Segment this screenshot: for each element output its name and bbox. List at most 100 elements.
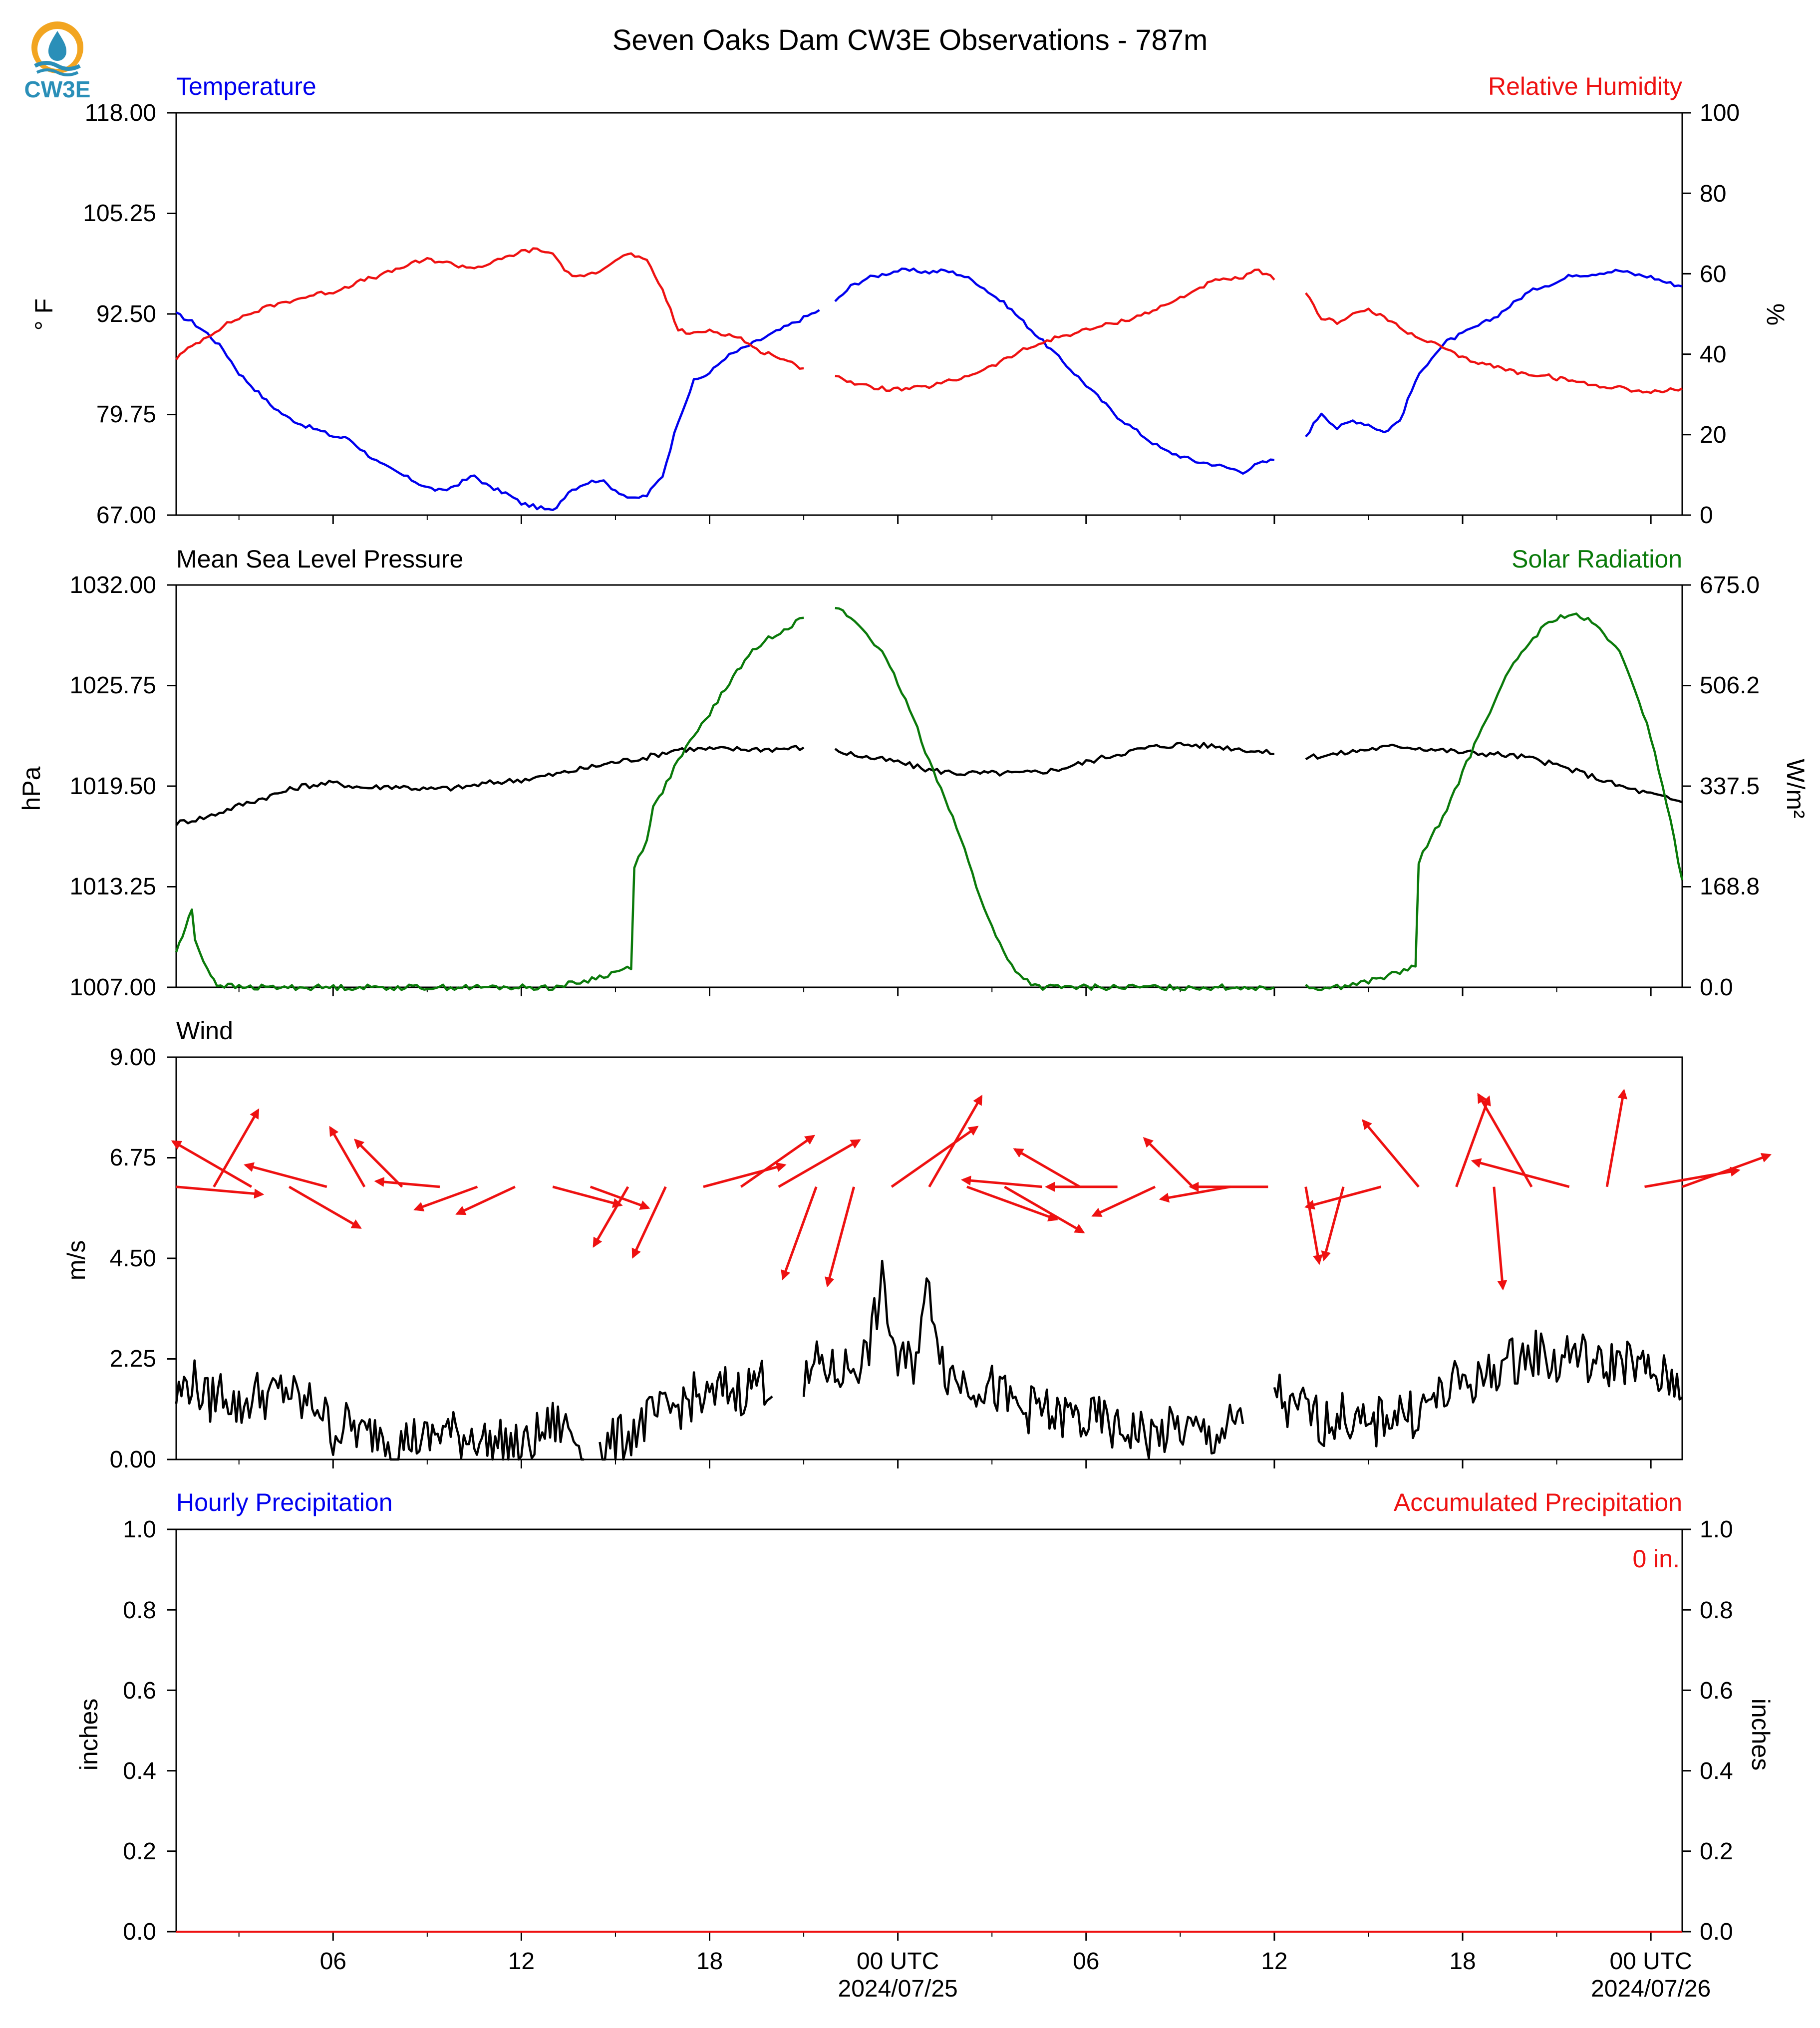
y-axis-title-humidity: % (1762, 303, 1790, 325)
wind-arrow (631, 1186, 667, 1259)
plot-frame (175, 1056, 1683, 1460)
wind-arrow (1471, 1158, 1570, 1188)
tick-label: 0.0 (1700, 1919, 1733, 1945)
accumulated-total-label: 0 in. (1632, 1545, 1680, 1573)
tick-label: 6.75 (110, 1145, 156, 1171)
chart-title: Seven Oaks Dam CW3E Observations - 787m (612, 24, 1208, 56)
panel-wind: Wind m/s 9.00 6.75 4.50 2.25 0.00 (62, 1017, 233, 1473)
tick-label: 40 (1700, 341, 1726, 368)
wind-arrow (1362, 1119, 1420, 1188)
y-axis-title-wind: m/s (62, 1240, 90, 1281)
series-line-wind (1273, 1329, 1683, 1448)
left-tick-labels: 1.0 0.8 0.6 0.4 0.2 0.0 (123, 1516, 156, 1945)
plot-frame (175, 1528, 1683, 1933)
tick-label: 0.2 (1700, 1838, 1733, 1865)
plot-area-wind (167, 1056, 1772, 1468)
series-line-mean-sea-level-pressure (175, 745, 805, 826)
wind-arrow (1304, 1185, 1382, 1210)
tick-label: 337.5 (1700, 773, 1760, 800)
tick-label: 0.4 (1700, 1758, 1733, 1784)
wind-arrow (1091, 1185, 1156, 1217)
panel-title-temperature: Temperature (176, 72, 316, 100)
wind-arrow (244, 1162, 327, 1188)
logo-text: CW3E (24, 76, 91, 102)
panel-title-wind: Wind (176, 1017, 233, 1045)
tick-label: 92.50 (96, 301, 156, 327)
wind-arrow (176, 1185, 265, 1199)
series-line-relative-humidity (835, 268, 1275, 392)
plot-area-pressure_solar (167, 584, 1691, 996)
wind-arrow (1605, 1089, 1628, 1187)
tick-label: 0.6 (123, 1678, 156, 1704)
tick-label: 79.75 (96, 401, 156, 428)
plot-area-precipitation (167, 1528, 1691, 1941)
wind-arrow (703, 1162, 787, 1188)
y-axis-title-precip-right: inches (1747, 1699, 1775, 1771)
tick-label: 0.8 (123, 1597, 156, 1624)
x-tick-label: 18 (1449, 1948, 1476, 1975)
x-tick-label: 06 (320, 1948, 346, 1975)
series-line-wind (599, 1360, 773, 1461)
x-tick-label: 00 UTC (857, 1948, 939, 1975)
left-tick-labels: 118.00 105.25 92.50 79.75 67.00 (83, 100, 156, 529)
panel-title-hourly-precipitation: Hourly Precipitation (176, 1488, 393, 1516)
x-tick-label: 12 (508, 1948, 535, 1975)
panel-temperature-humidity: Temperature Relative Humidity ° F % 118.… (30, 72, 1790, 529)
tick-label: 0.6 (1700, 1678, 1733, 1704)
tick-label: 100 (1700, 100, 1740, 126)
tick-label: 0.00 (110, 1447, 156, 1473)
series-line-temperature (834, 267, 1275, 475)
x-tick-label: 06 (1073, 1948, 1099, 1975)
y-axis-title-pressure: hPa (17, 766, 45, 811)
panel-title-solar-radiation: Solar Radiation (1512, 545, 1682, 573)
x-date-label: 2024/07/25 (838, 1976, 958, 2002)
tick-label: 675.0 (1700, 572, 1760, 598)
panel-pressure-solar: Mean Sea Level Pressure Solar Radiation … (17, 545, 1810, 1001)
x-date-label: 2024/07/26 (1591, 1976, 1711, 2002)
panel-precipitation: Hourly Precipitation Accumulated Precipi… (75, 1488, 1775, 1945)
wind-arrow (213, 1108, 260, 1187)
tick-label: 20 (1700, 422, 1726, 448)
wind-arrow (966, 1185, 1059, 1221)
wind-arrow (1493, 1186, 1508, 1291)
wind-arrow (354, 1139, 403, 1188)
wind-arrow (1682, 1153, 1772, 1188)
tick-label: 0.0 (1700, 974, 1733, 1001)
tick-label: 0.2 (123, 1838, 156, 1865)
series-line-temperature (1305, 269, 1683, 438)
tick-label: 1013.25 (69, 873, 156, 900)
series-line-wind (802, 1259, 1244, 1459)
y-axis-title-temperature: ° F (30, 298, 58, 330)
right-tick-labels: 1.0 0.8 0.6 0.4 0.2 0.0 (1700, 1516, 1733, 1945)
tick-label: 1.0 (1700, 1516, 1733, 1543)
wind-arrow (960, 1175, 1042, 1188)
tick-label: 168.8 (1700, 873, 1760, 900)
left-tick-labels: 9.00 6.75 4.50 2.25 0.00 (110, 1044, 156, 1473)
wind-arrow (329, 1126, 366, 1187)
series-line-wind (175, 1359, 585, 1461)
wind-arrow (289, 1185, 362, 1229)
x-tick-label: 12 (1261, 1948, 1287, 1975)
tick-label: 60 (1700, 261, 1726, 288)
tick-label: 1.0 (123, 1516, 156, 1543)
tick-label: 0 (1700, 502, 1713, 529)
wind-arrow (455, 1185, 516, 1215)
wind-arrow (1159, 1185, 1231, 1203)
wind-arrow (590, 1185, 650, 1210)
wind-arrow (891, 1126, 979, 1188)
tick-label: 1025.75 (69, 672, 156, 699)
tick-label: 105.25 (83, 200, 156, 227)
tick-label: 118.00 (85, 100, 156, 126)
wind-arrow (1477, 1093, 1533, 1187)
wind-arrow (552, 1185, 623, 1208)
series-line-solar-radiation (1305, 612, 1684, 991)
left-tick-labels: 1032.00 1025.75 1019.50 1013.25 1007.00 (69, 572, 156, 1001)
plot-area-temperature_humidity (167, 112, 1691, 524)
wind-arrow (781, 1186, 818, 1281)
wind-arrow (778, 1139, 861, 1188)
right-tick-labels: 675.0 506.2 337.5 168.8 0.0 (1700, 572, 1760, 1001)
tick-label: 1032.00 (69, 572, 156, 598)
series-line-relative-humidity (1305, 292, 1683, 394)
x-tick-label: 18 (696, 1948, 723, 1975)
